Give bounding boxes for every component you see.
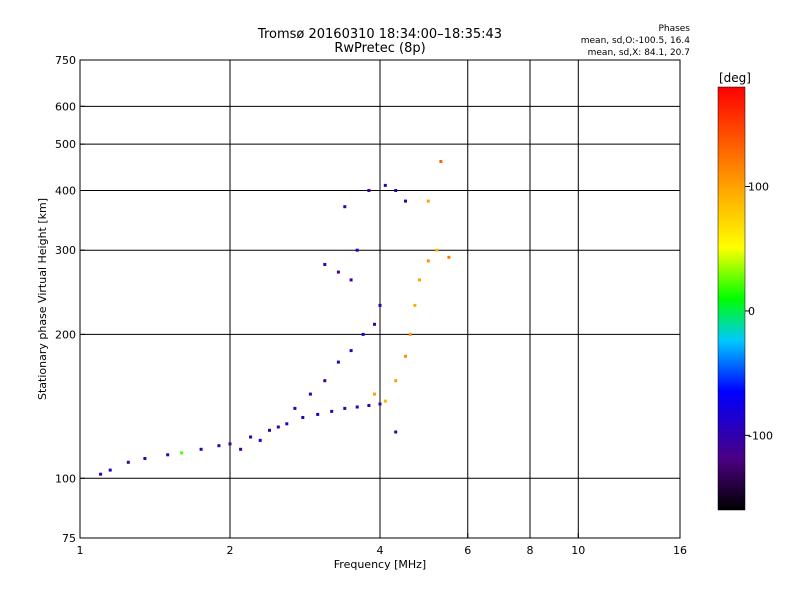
colorbar-tick-label: 0 bbox=[748, 305, 755, 318]
x-tick-label: 4 bbox=[377, 544, 384, 557]
colorbar-tick-label: -100 bbox=[748, 429, 773, 442]
data-point bbox=[323, 379, 327, 383]
data-point bbox=[330, 409, 334, 413]
data-point bbox=[268, 428, 271, 432]
data-point bbox=[349, 349, 353, 353]
phase-stats-heading: Phases bbox=[658, 24, 690, 34]
data-point bbox=[383, 183, 387, 187]
data-point bbox=[199, 447, 203, 451]
data-point bbox=[249, 435, 253, 439]
data-point bbox=[394, 379, 398, 383]
data-point bbox=[99, 472, 103, 476]
colorbar bbox=[717, 86, 746, 511]
phase-stats-x: mean, sd,X: 84.1, 20.7 bbox=[587, 48, 690, 58]
data-point bbox=[343, 205, 347, 209]
chart-subtitle: RwPretec (8p) bbox=[334, 41, 426, 56]
data-point bbox=[378, 303, 382, 307]
data-point bbox=[239, 447, 243, 451]
data-point bbox=[108, 468, 112, 472]
data-point bbox=[126, 460, 130, 464]
data-point bbox=[217, 444, 221, 448]
x-tick-label: 2 bbox=[227, 544, 234, 557]
data-point bbox=[394, 189, 398, 192]
data-point bbox=[258, 438, 262, 442]
y-tick-label: 400 bbox=[55, 184, 76, 197]
x-tick-label: 6 bbox=[464, 544, 471, 557]
x-tick-label: 1 bbox=[77, 544, 84, 557]
axes: 1 2 4 6 8 10 16 75 100 200 300 400 500 600 750 bbox=[55, 54, 687, 557]
data-point bbox=[343, 406, 347, 410]
data-point bbox=[316, 412, 320, 416]
colorbar-unit-label: [deg] bbox=[719, 71, 751, 85]
y-tick-label: 500 bbox=[55, 138, 76, 151]
phase-stats-o: mean, sd,O:-100.5, 16.4 bbox=[580, 36, 690, 46]
data-point bbox=[404, 199, 407, 203]
data-point bbox=[383, 399, 387, 403]
data-point bbox=[308, 392, 312, 396]
gridlines bbox=[80, 60, 680, 538]
y-tick-label: 75 bbox=[62, 532, 76, 545]
data-point bbox=[394, 430, 398, 434]
chart-title: Tromsø 20160310 18:34:00–18:35:43 bbox=[257, 27, 503, 42]
data-point bbox=[355, 405, 359, 409]
data-point bbox=[336, 360, 340, 364]
data-point bbox=[285, 422, 289, 426]
y-tick-label: 600 bbox=[55, 100, 76, 113]
data-point bbox=[413, 303, 417, 307]
data-point bbox=[447, 255, 451, 259]
data-point bbox=[426, 199, 430, 203]
data-point bbox=[349, 278, 353, 282]
data-points bbox=[99, 160, 451, 476]
data-point bbox=[378, 402, 382, 406]
data-point bbox=[336, 270, 340, 274]
data-point bbox=[373, 322, 376, 326]
data-point bbox=[228, 442, 232, 446]
x-tick-label: 8 bbox=[527, 544, 534, 557]
data-point bbox=[301, 416, 305, 419]
x-tick-label: 16 bbox=[673, 544, 687, 557]
data-point bbox=[418, 278, 421, 282]
data-point bbox=[408, 332, 412, 336]
y-tick-label: 750 bbox=[55, 54, 76, 67]
data-point bbox=[373, 392, 376, 396]
data-point bbox=[367, 404, 371, 407]
data-point bbox=[180, 451, 184, 455]
y-tick-label: 100 bbox=[55, 472, 76, 485]
data-point bbox=[367, 189, 371, 192]
colorbar-tick-label: 100 bbox=[748, 181, 769, 194]
data-point bbox=[323, 263, 327, 266]
colorbar-ticks: 100 0 -100 bbox=[745, 181, 773, 442]
data-point bbox=[143, 457, 147, 460]
data-point bbox=[439, 160, 443, 163]
data-point bbox=[293, 406, 297, 410]
data-point bbox=[355, 248, 359, 252]
y-tick-label: 200 bbox=[55, 328, 76, 341]
data-point bbox=[426, 259, 430, 263]
data-point bbox=[166, 453, 170, 457]
x-tick-label: 10 bbox=[571, 544, 585, 557]
data-point bbox=[276, 425, 280, 429]
data-point bbox=[435, 248, 439, 252]
y-axis-label: Stationary phase Virtual Height [km] bbox=[36, 198, 49, 400]
y-tick-label: 300 bbox=[55, 244, 76, 257]
data-point bbox=[404, 354, 407, 358]
x-axis-label: Frequency [MHz] bbox=[334, 558, 426, 571]
data-point bbox=[361, 332, 365, 336]
